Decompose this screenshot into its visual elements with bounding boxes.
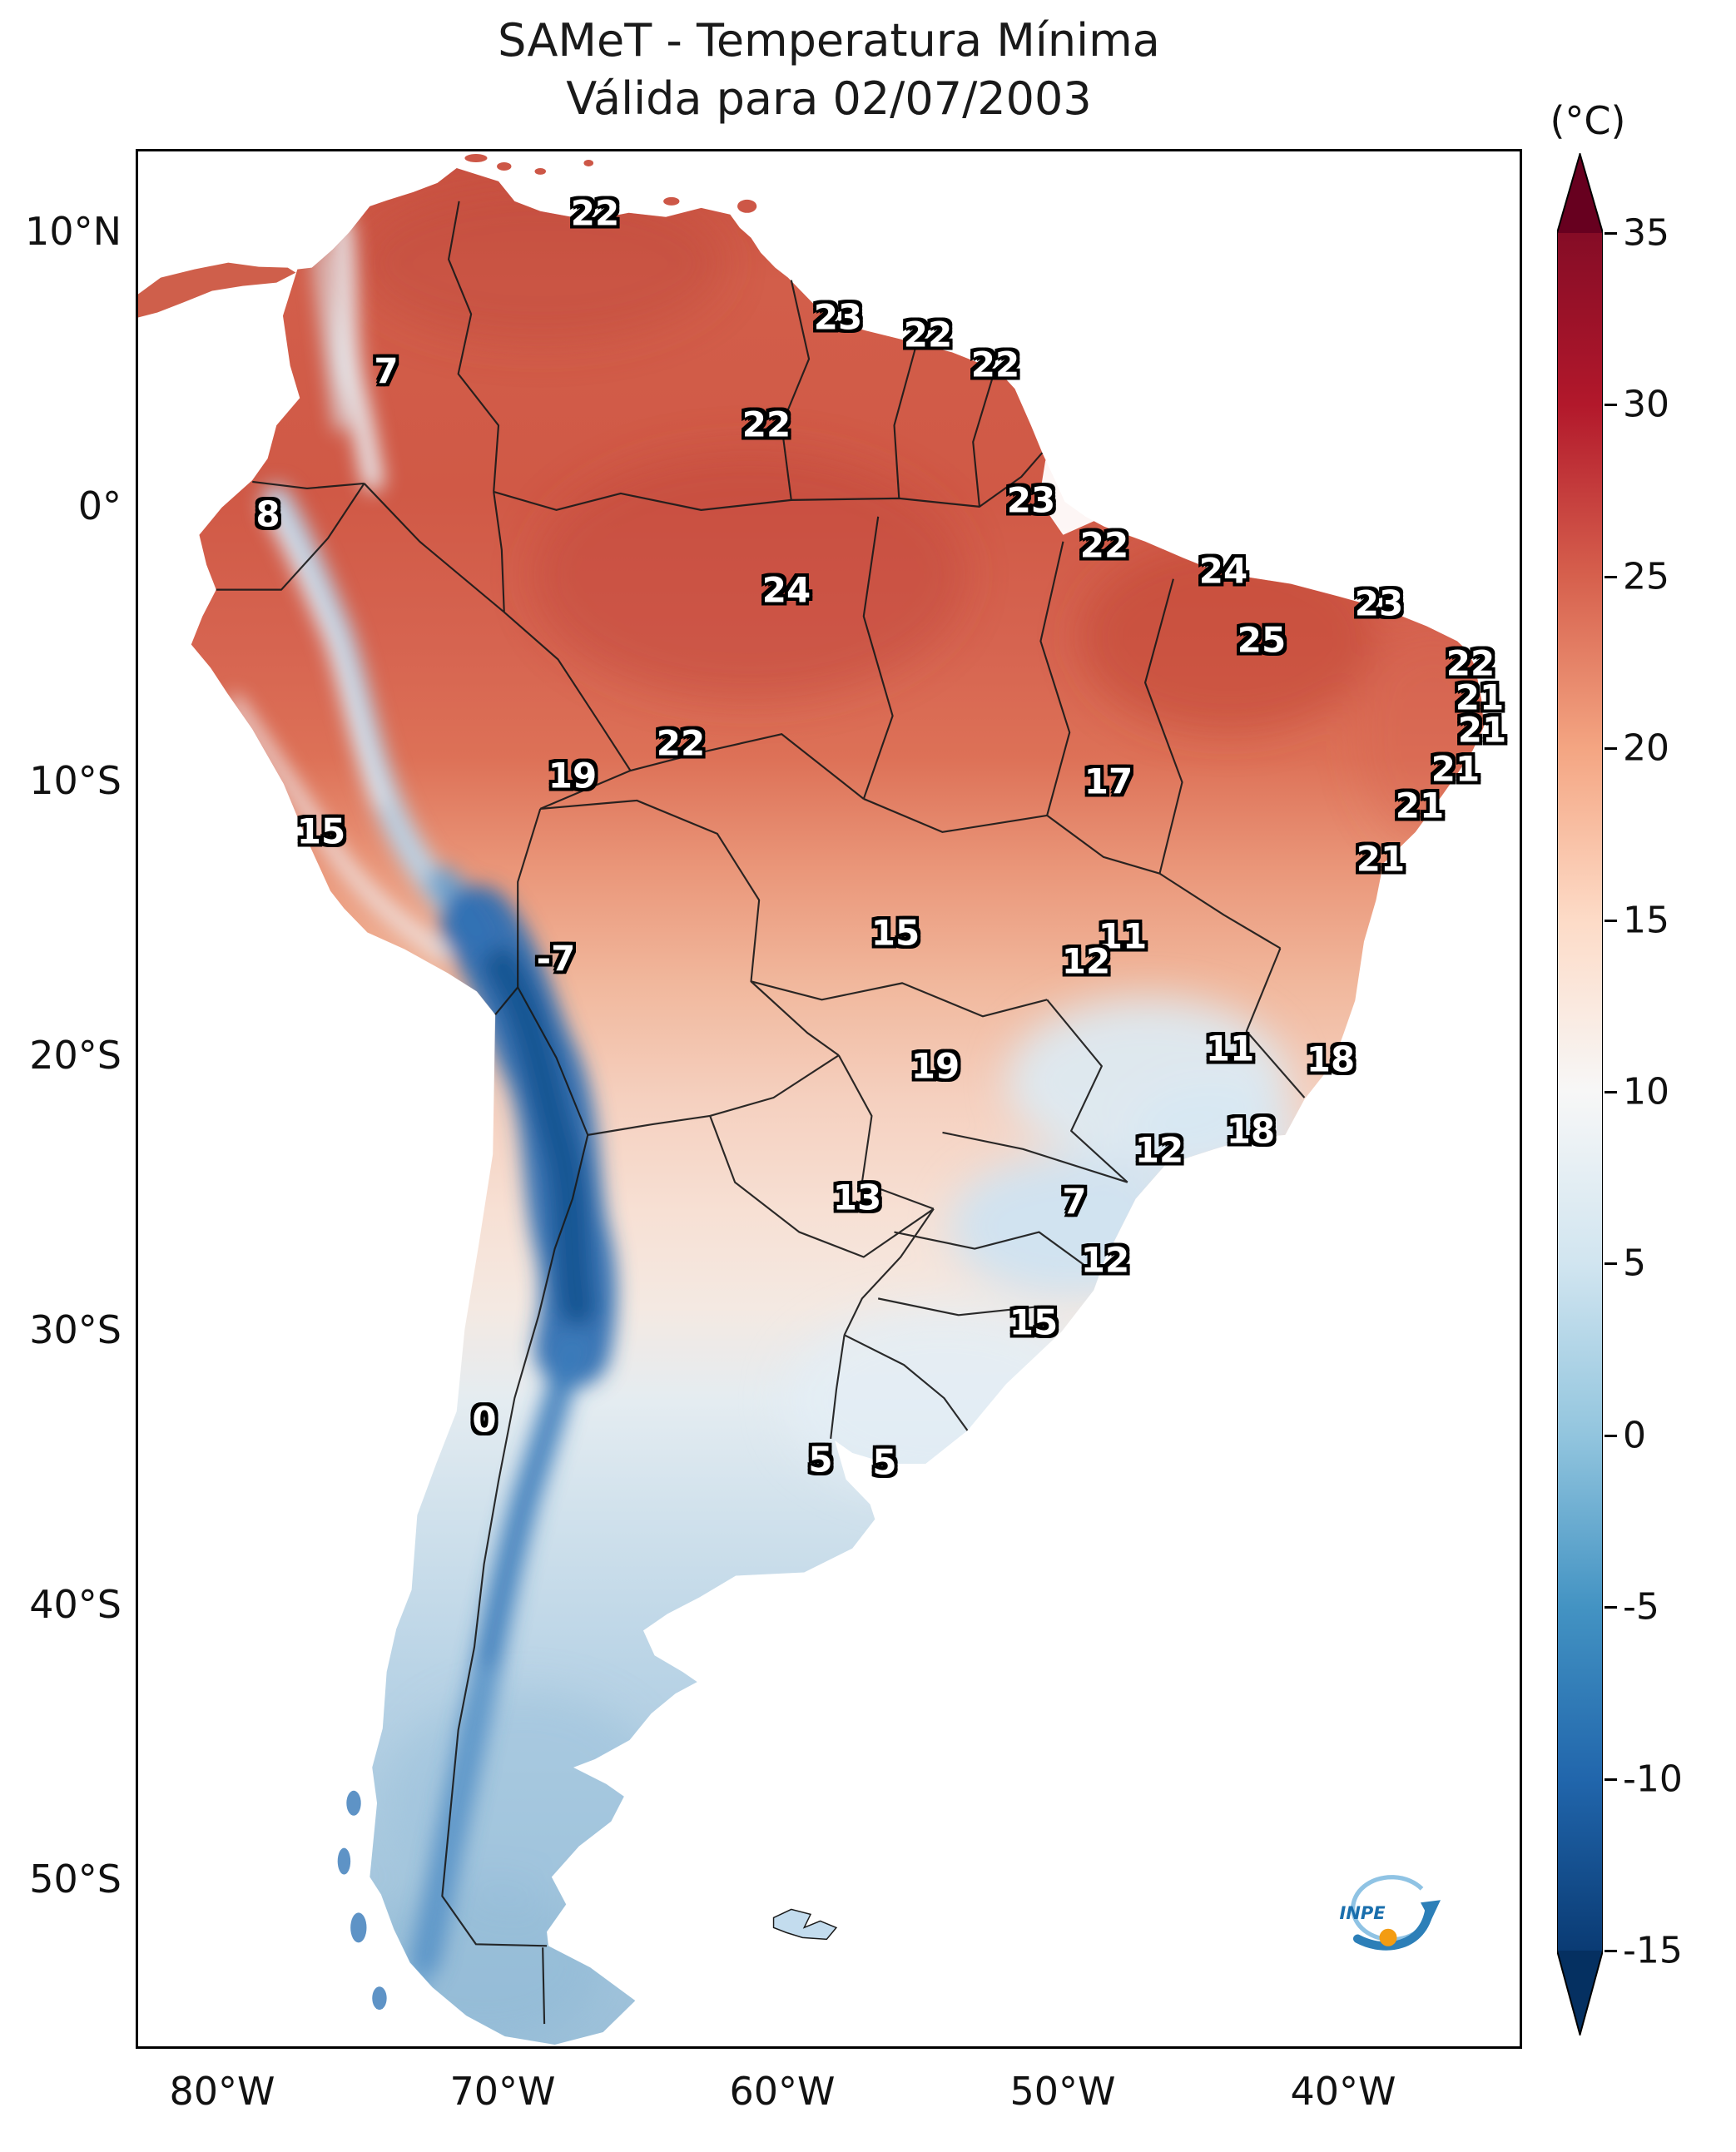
lon-tick-label: 50°W: [1009, 2069, 1116, 2114]
temp-label: 7: [1062, 1181, 1087, 1222]
temp-label: 19: [548, 755, 598, 796]
temp-labels-layer: 22 7 23 22 22 22 8 23 22 24 23 24 25 22 21 21 22 19 17 21 21…: [138, 151, 1520, 2046]
title-line2: Válida para 02/07/2003: [566, 72, 1092, 125]
colorbar-tick-label: -10: [1623, 1758, 1683, 1801]
lon-tick-label: 70°W: [449, 2069, 556, 2114]
temp-label: 17: [1084, 761, 1133, 802]
temp-label: 21: [1455, 677, 1505, 718]
temp-label: -7: [536, 938, 576, 979]
temp-label: 18: [1226, 1110, 1276, 1152]
colorbar-gradient: [1557, 233, 1603, 1951]
inpe-orange-dot: [1379, 1928, 1397, 1946]
colorbar-tick-label: 10: [1623, 1070, 1669, 1113]
temp-label: 5: [808, 1439, 833, 1480]
inpe-logo: INPE: [1323, 1864, 1448, 1960]
lat-tick-label: 20°S: [29, 1033, 122, 1078]
colorbar-unit-label: (°C): [1550, 98, 1626, 143]
temp-label: 23: [813, 296, 863, 338]
temp-label: 22: [1079, 524, 1129, 566]
temp-label: 12: [1061, 940, 1111, 982]
chilean-islands: [337, 1790, 387, 2011]
temp-label: 13: [832, 1177, 882, 1218]
temp-label: 21: [1356, 838, 1406, 880]
amazon-mouth: [1039, 460, 1100, 535]
temp-label: 0: [472, 1399, 497, 1440]
temp-label: 5: [872, 1441, 897, 1483]
colorbar-tick-label: 0: [1623, 1414, 1646, 1457]
colorbar-tick-label: -5: [1623, 1585, 1659, 1629]
inpe-arrowhead: [1421, 1900, 1441, 1921]
lat-tick-label: 40°S: [29, 1582, 122, 1627]
temp-label: 12: [1080, 1239, 1130, 1281]
temp-label: 11: [1205, 1028, 1255, 1069]
colorbar-bottom-arrow: [1557, 1951, 1603, 2035]
lon-tick-label: 80°W: [169, 2069, 275, 2114]
colorbar-tick-label: -15: [1623, 1929, 1683, 1972]
temp-label: 8: [255, 493, 280, 535]
caribbean-islands: [464, 153, 757, 213]
map-frame: 22 7 23 22 22 22 8 23 22 24 23 24 25 22 21 21 22 19 17 21 21…: [136, 149, 1522, 2049]
temp-label: 22: [903, 314, 953, 355]
temp-label: 24: [1198, 550, 1248, 592]
temp-label: 19: [910, 1045, 960, 1087]
temp-label: 21: [1395, 785, 1445, 826]
temp-label: 22: [742, 404, 791, 445]
colorbar-tick-label: 35: [1623, 211, 1669, 255]
lat-tick-label: 50°S: [29, 1857, 122, 1902]
colorbar-outline: [1557, 153, 1603, 2035]
lat-tick-label: 10°N: [25, 209, 122, 254]
temp-label: 23: [1354, 583, 1404, 624]
colorbar-tick-label: 30: [1623, 383, 1669, 426]
temp-label: 21: [1457, 709, 1507, 751]
temp-label: 24: [761, 569, 811, 611]
political-borders: [216, 201, 1306, 2025]
temp-label: 25: [1237, 619, 1287, 661]
temp-label: 21: [1431, 748, 1481, 790]
lon-tick-label: 40°W: [1290, 2069, 1396, 2114]
colorbar: [1557, 153, 1603, 2035]
lat-tick-label: 30°S: [29, 1307, 122, 1352]
temp-label: 7: [374, 350, 399, 392]
temp-label: 23: [1006, 479, 1056, 521]
temp-label: 18: [1306, 1039, 1356, 1080]
temp-label: 22: [1446, 642, 1495, 684]
inpe-logo-text: INPE: [1340, 1903, 1386, 1923]
temp-label: 15: [1009, 1302, 1059, 1343]
colorbar-top-arrow: [1557, 153, 1603, 233]
inpe-swirl: [1351, 1875, 1426, 1942]
south-america-temperature-map: [138, 153, 1484, 2045]
colorbar-tick-label: 25: [1623, 555, 1669, 598]
chart-title: SAMeT - Temperatura Mínima Válida para 0…: [136, 12, 1522, 128]
lat-tick-label: 0°: [77, 483, 122, 528]
temp-label: 22: [656, 722, 706, 764]
title-line1: SAMeT - Temperatura Mínima: [498, 14, 1160, 67]
colorbar-tick-label: 5: [1623, 1242, 1646, 1285]
inpe-arrow: [1353, 1906, 1434, 1951]
temp-label: 12: [1134, 1129, 1184, 1171]
temp-label: 11: [1098, 915, 1148, 957]
lon-tick-label: 60°W: [729, 2069, 836, 2114]
temp-label: 22: [570, 192, 620, 234]
temp-label: 15: [870, 912, 920, 954]
falkland-islands: [772, 1908, 838, 1941]
colorbar-tick-label: 20: [1623, 726, 1669, 770]
lat-tick-label: 10°S: [29, 758, 122, 803]
temp-label: 15: [296, 811, 346, 852]
colorbar-tick-label: 15: [1623, 899, 1669, 942]
temp-label: 22: [970, 344, 1020, 385]
panama-landmass: [138, 262, 296, 318]
